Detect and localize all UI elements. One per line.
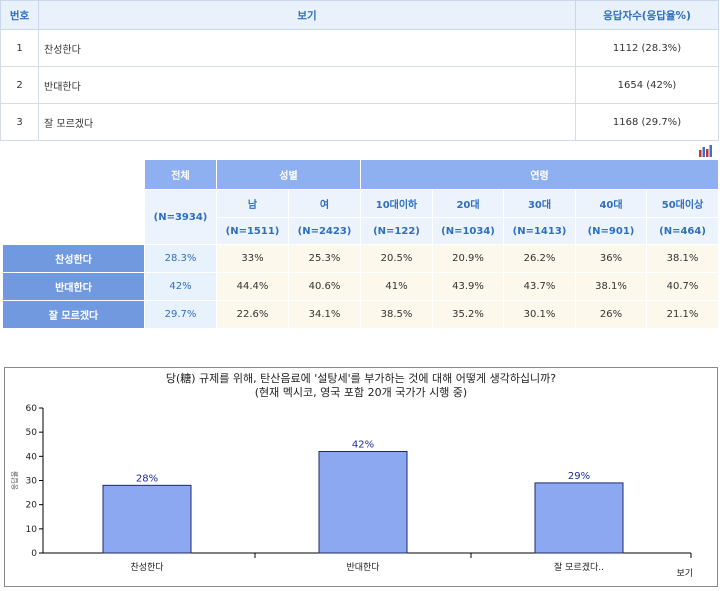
chart-subtitle: (현재 멕시코, 영국 포함 20개 국가가 시행 중) xyxy=(254,386,468,399)
y-tick-label: 60 xyxy=(26,404,38,414)
row-value: 22.6% xyxy=(216,300,289,329)
crosstab-n-row: (N=1511) (N=2423) (N=122) (N=1034) (N=14… xyxy=(3,217,720,245)
row-label: 찬성한다 xyxy=(2,244,145,273)
row-view: 잘 모르겠다 xyxy=(38,103,576,141)
row-value: 30.1% xyxy=(503,300,576,329)
row-view: 반대한다 xyxy=(38,66,576,104)
bar-chart-icon[interactable] xyxy=(698,144,712,157)
summary-table: 번호 보기 응답자수(응답율%) 1 찬성한다 1112 (28.3%) 2 반… xyxy=(0,0,719,141)
y-tick-label: 20 xyxy=(26,501,38,511)
row-value: 38.1% xyxy=(645,244,720,273)
group-n: (N=464) xyxy=(645,217,720,245)
row-value: 35.2% xyxy=(432,300,504,329)
row-view: 찬성한다 xyxy=(38,29,576,67)
bar-value-label: 42% xyxy=(352,440,374,451)
group-n: (N=1511) xyxy=(216,217,289,245)
row-no: 3 xyxy=(0,103,39,141)
row-value: 20.9% xyxy=(432,244,504,273)
y-tick-label: 40 xyxy=(26,452,38,462)
row-no: 1 xyxy=(0,29,39,67)
bar xyxy=(102,484,192,554)
row-label: 반대한다 xyxy=(2,272,145,301)
y-axis-label: 응답율 xyxy=(10,470,19,490)
table-row: 1 찬성한다 1112 (28.3%) xyxy=(0,29,719,67)
header-no: 번호 xyxy=(0,0,39,30)
row-value: 38.5% xyxy=(360,300,433,329)
y-tick-label: 50 xyxy=(26,428,38,438)
row-value: 36% xyxy=(575,244,647,273)
table-row: 잘 모르겠다 29.7% 22.6% 34.1% 38.5% 35.2% 30.… xyxy=(2,300,720,329)
x-axis-label: 보기 xyxy=(676,568,693,579)
group-label: 10대이하 xyxy=(360,189,433,218)
group-n: (N=1413) xyxy=(503,217,576,245)
group-label: 20대 xyxy=(432,189,504,218)
y-tick-label: 10 xyxy=(26,525,38,535)
bar xyxy=(534,482,624,554)
row-label: 잘 모르겠다 xyxy=(2,300,145,329)
group-n: (N=901) xyxy=(575,217,647,245)
total-header: 전체 xyxy=(144,159,217,190)
age-header: 연령 xyxy=(359,159,720,190)
row-responses: 1112 (28.3%) xyxy=(575,29,719,67)
row-value: 38.1% xyxy=(575,272,647,301)
row-value: 43.7% xyxy=(503,272,576,301)
total-n: (N=3934) xyxy=(144,189,217,245)
header-view: 보기 xyxy=(38,0,576,30)
gender-header: 성별 xyxy=(216,159,361,190)
crosstab-group-row: (N=3934) 남 여 10대이하 20대 30대 40대 50대이상 xyxy=(3,189,720,245)
table-row: 2 반대한다 1654 (42%) xyxy=(0,66,719,104)
row-value: 43.9% xyxy=(432,272,504,301)
bar-value-label: 28% xyxy=(136,473,158,484)
chart-title: 당(糖) 규제를 위해, 탄산음료에 '설탕세'를 부가하는 것에 대해 어떻게… xyxy=(165,372,557,385)
row-value: 41% xyxy=(360,272,433,301)
bar-chart: 당(糖) 규제를 위해, 탄산음료에 '설탕세'를 부가하는 것에 대해 어떻게… xyxy=(4,367,718,587)
row-total: 28.3% xyxy=(144,244,217,273)
header-responses: 응답자수(응답율%) xyxy=(575,0,719,30)
x-tick-label: 반대한다 xyxy=(346,562,380,573)
row-no: 2 xyxy=(0,66,39,104)
row-value: 34.1% xyxy=(288,300,361,329)
row-value: 26.2% xyxy=(503,244,576,273)
crosstab-header-row: 전체 성별 연령 xyxy=(2,159,720,245)
row-total: 42% xyxy=(144,272,217,301)
row-value: 44.4% xyxy=(216,272,289,301)
summary-header-row: 번호 보기 응답자수(응답율%) xyxy=(0,0,719,30)
row-value: 40.7% xyxy=(645,272,720,301)
row-value: 21.1% xyxy=(645,300,720,329)
x-tick-label: 잘 모르겠다.. xyxy=(554,561,604,573)
group-n: (N=2423) xyxy=(288,217,361,245)
bar-value-label: 29% xyxy=(568,471,590,482)
y-tick-label: 0 xyxy=(31,549,37,559)
table-row: 반대한다 42% 44.4% 40.6% 41% 43.9% 43.7% 38.… xyxy=(2,272,720,301)
table-row: 찬성한다 28.3% 33% 25.3% 20.5% 20.9% 26.2% 3… xyxy=(2,244,720,273)
row-value: 25.3% xyxy=(288,244,361,273)
row-value: 26% xyxy=(575,300,647,329)
table-row: 3 잘 모르겠다 1168 (29.7%) xyxy=(0,103,719,141)
x-tick-label: 찬성한다 xyxy=(130,562,164,573)
bar xyxy=(318,451,408,554)
y-tick-label: 30 xyxy=(26,477,38,487)
group-label: 남 xyxy=(216,189,289,218)
group-label: 여 xyxy=(288,189,361,218)
row-responses: 1654 (42%) xyxy=(575,66,719,104)
row-value: 20.5% xyxy=(360,244,433,273)
row-total: 29.7% xyxy=(144,300,217,329)
group-label: 50대이상 xyxy=(645,189,720,218)
row-value: 40.6% xyxy=(288,272,361,301)
crosstab-table: 전체 성별 연령 (N=3934) 남 여 10대이하 20대 30대 40대 … xyxy=(2,159,720,329)
group-label: 40대 xyxy=(575,189,647,218)
group-label: 30대 xyxy=(503,189,576,218)
row-value: 33% xyxy=(216,244,289,273)
group-n: (N=1034) xyxy=(432,217,504,245)
group-n: (N=122) xyxy=(360,217,433,245)
row-responses: 1168 (29.7%) xyxy=(575,103,719,141)
